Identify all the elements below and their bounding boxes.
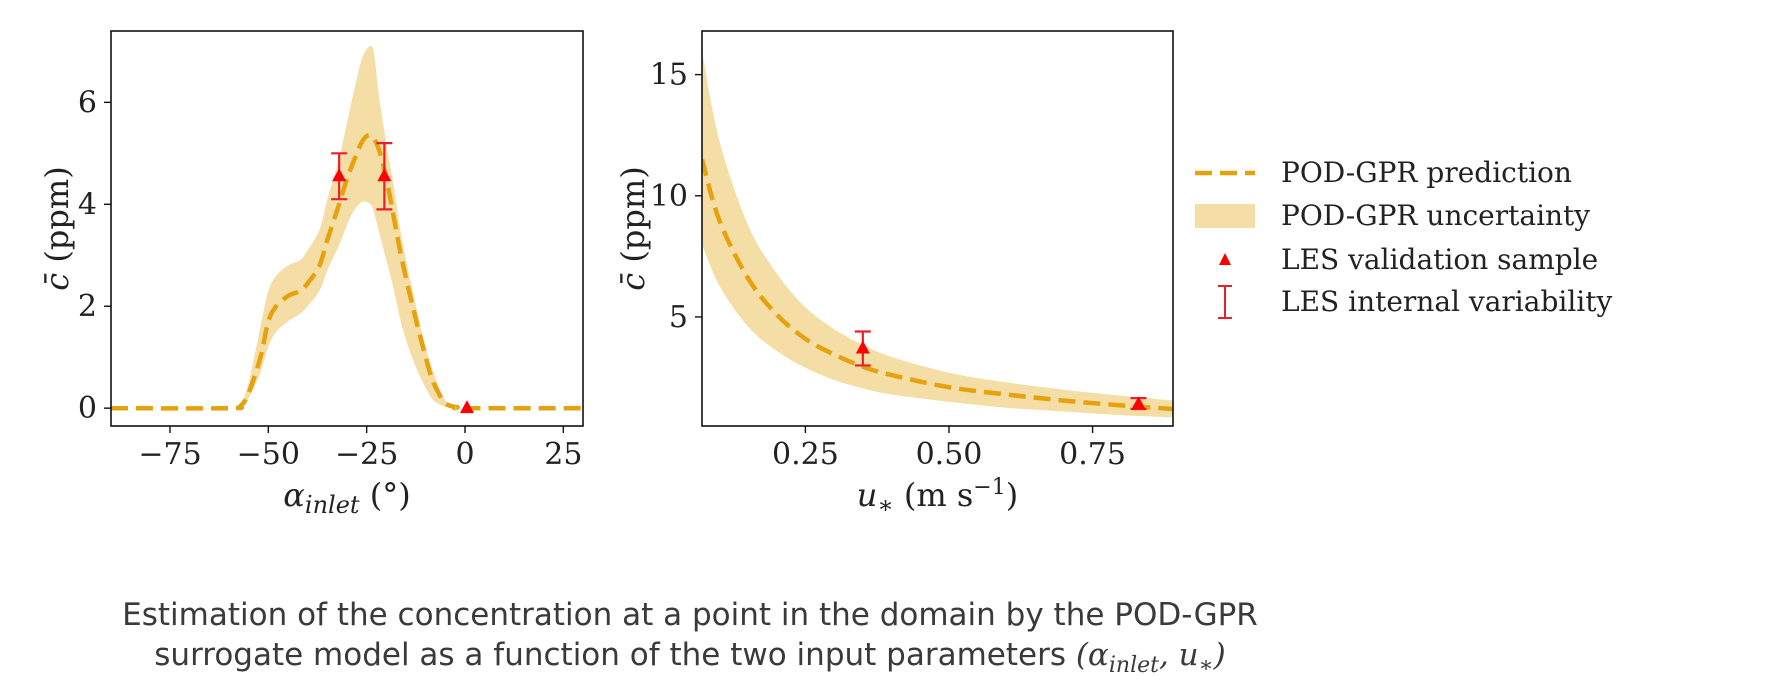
prediction-line bbox=[111, 132, 583, 411]
axes-frame bbox=[110, 30, 584, 427]
uncertainty-band bbox=[111, 46, 583, 409]
validation-sample-marker bbox=[1131, 396, 1146, 410]
legend-sample-swatch bbox=[1219, 253, 1231, 265]
x-tick-label: −25 bbox=[335, 437, 398, 472]
y-axis-label: c̄ (ppm) bbox=[614, 166, 652, 290]
y-tick-label: 6 bbox=[78, 85, 97, 120]
validation-sample-marker bbox=[855, 340, 870, 354]
y-tick-label: 10 bbox=[650, 179, 688, 214]
caption-math: (αinlet, u∗) bbox=[1075, 637, 1226, 679]
x-tick-label: 0.25 bbox=[772, 437, 839, 472]
legend-label: LES internal variability bbox=[1281, 285, 1612, 318]
x-tick-label: 25 bbox=[544, 437, 582, 472]
axes-frame bbox=[701, 30, 1174, 427]
legend-label: LES validation sample bbox=[1281, 243, 1598, 276]
x-tick-label: 0 bbox=[455, 437, 474, 472]
figure-caption: Estimation of the concentration at a poi… bbox=[70, 595, 1310, 686]
caption-line-2: surrogate model as a function of the two… bbox=[70, 635, 1310, 686]
plot-left: −75 −50 −25 0 25 0 2 4 6 αinlet (°) c̄ (ppm) bbox=[38, 30, 584, 519]
x-tick-label: −50 bbox=[237, 437, 300, 472]
legend: POD-GPR prediction POD-GPR uncertainty LES… bbox=[1195, 156, 1612, 319]
x-axis-label: αinlet (°) bbox=[283, 476, 410, 519]
plot-right: 0.25 0.50 0.75 5 10 15 u∗ (m s−1) c̄ (ppm) bbox=[614, 30, 1174, 519]
y-tick-label: 0 bbox=[78, 391, 97, 426]
legend-label: POD-GPR uncertainty bbox=[1281, 199, 1590, 232]
y-tick-label: 5 bbox=[669, 300, 688, 335]
plot-area bbox=[111, 46, 583, 411]
uncertainty-band bbox=[702, 50, 1173, 418]
y-tick-label: 4 bbox=[78, 187, 97, 222]
validation-sample-marker bbox=[459, 400, 474, 414]
y-tick-label: 2 bbox=[78, 289, 97, 324]
y-axis-label: c̄ (ppm) bbox=[38, 166, 76, 290]
validation-sample-marker bbox=[377, 168, 392, 182]
legend-uncertainty-swatch bbox=[1195, 204, 1255, 228]
prediction-line bbox=[702, 158, 1173, 412]
caption-line-2-text: surrogate model as a function of the two… bbox=[154, 637, 1076, 673]
caption-line-1: Estimation of the concentration at a poi… bbox=[122, 597, 1258, 633]
legend-label: POD-GPR prediction bbox=[1281, 156, 1572, 189]
x-tick-label: 0.50 bbox=[916, 437, 983, 472]
validation-sample-marker bbox=[332, 168, 347, 182]
x-tick-label: 0.75 bbox=[1059, 437, 1126, 472]
plot-area bbox=[702, 50, 1173, 418]
x-tick-label: −75 bbox=[138, 437, 201, 472]
x-axis-label: u∗ (m s−1) bbox=[857, 475, 1018, 519]
y-tick-label: 15 bbox=[650, 58, 688, 93]
